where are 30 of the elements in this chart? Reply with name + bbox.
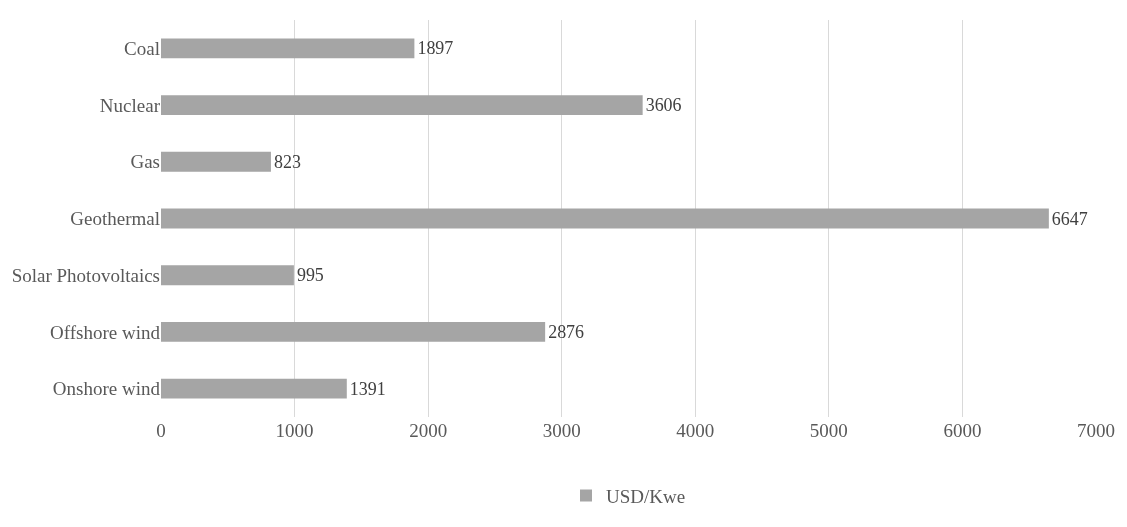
data-label: 995: [296, 265, 324, 286]
y-tick-label: Solar Photovoltaics: [11, 264, 160, 286]
x-tick-label: 6000: [943, 420, 982, 441]
y-tick-label: Coal: [124, 38, 160, 60]
data-label: 3606: [645, 95, 682, 116]
bar: [161, 95, 643, 115]
bar: [161, 208, 1049, 229]
x-tick-label: 0: [156, 420, 166, 441]
x-tick-label: 1000: [275, 420, 314, 441]
bar: [161, 38, 415, 59]
x-tick-label: 2000: [409, 420, 448, 441]
x-tick-label: 3000: [542, 420, 581, 441]
data-label: 2876: [548, 322, 585, 343]
data-label: 1391: [349, 378, 386, 399]
y-tick-label: Nuclear: [99, 94, 161, 116]
data-label: 823: [273, 151, 301, 172]
x-tick-label: 4000: [676, 420, 715, 441]
y-tick-label: Offshore wind: [50, 321, 161, 343]
bar: [161, 265, 294, 286]
x-tick-label: 5000: [809, 420, 848, 441]
bar: [161, 378, 347, 399]
bar: [161, 151, 271, 172]
data-label: 1897: [417, 38, 454, 59]
legend-label: USD/Kwe: [606, 485, 686, 507]
bar: [161, 322, 546, 342]
x-tick-label: 7000: [1077, 420, 1115, 441]
y-tick-label: Onshore wind: [52, 378, 161, 400]
data-label: 6647: [1051, 208, 1088, 229]
y-tick-label: Geothermal: [70, 208, 160, 230]
y-tick-label: Gas: [130, 151, 160, 173]
